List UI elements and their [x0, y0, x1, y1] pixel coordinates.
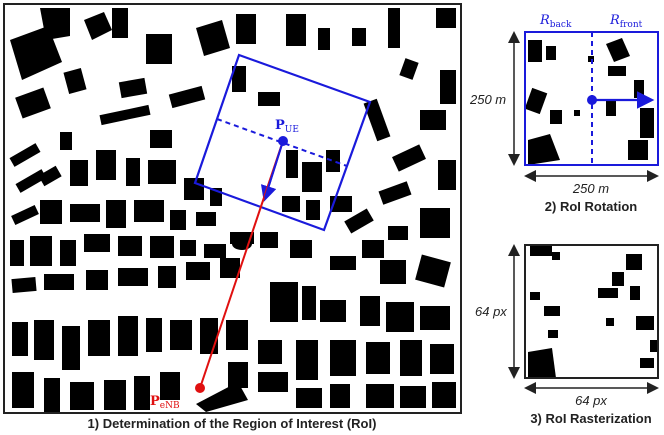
enb-label: PeNB — [150, 394, 180, 411]
roi-square — [193, 53, 372, 232]
building-footprints — [9, 8, 456, 412]
p2-width-label: 250 m — [572, 181, 609, 196]
enb-position-marker — [195, 383, 205, 393]
roi-rotation-panel: Rback Rfront 250 m 250 m 2) RoI Rotation — [469, 13, 659, 214]
raster-frame — [524, 244, 659, 379]
ue-label: PUE — [275, 118, 299, 135]
p3-width-label: 64 px — [575, 393, 607, 408]
r-front-label: Rfront — [609, 13, 643, 30]
panel3-caption: 3) RoI Rasterization — [530, 411, 651, 426]
ue-position-marker — [278, 136, 288, 146]
panel2-caption: 2) RoI Rotation — [545, 199, 637, 214]
r-back-label: Rback — [539, 13, 572, 30]
p3-height-label: 64 px — [475, 304, 507, 319]
rasterized-buildings — [528, 246, 658, 378]
panel1-caption: 1) Determination of the Region of Intere… — [88, 416, 377, 431]
p2-height-label: 250 m — [469, 92, 506, 107]
rotated-ue-marker — [587, 95, 597, 105]
rotated-roi-buildings — [525, 38, 654, 165]
city-map-panel: PUE PeNB 1) Determination of the Region … — [3, 3, 462, 431]
roi-rasterization-panel: 64 px 64 px 3) RoI Rasterization — [475, 244, 659, 426]
